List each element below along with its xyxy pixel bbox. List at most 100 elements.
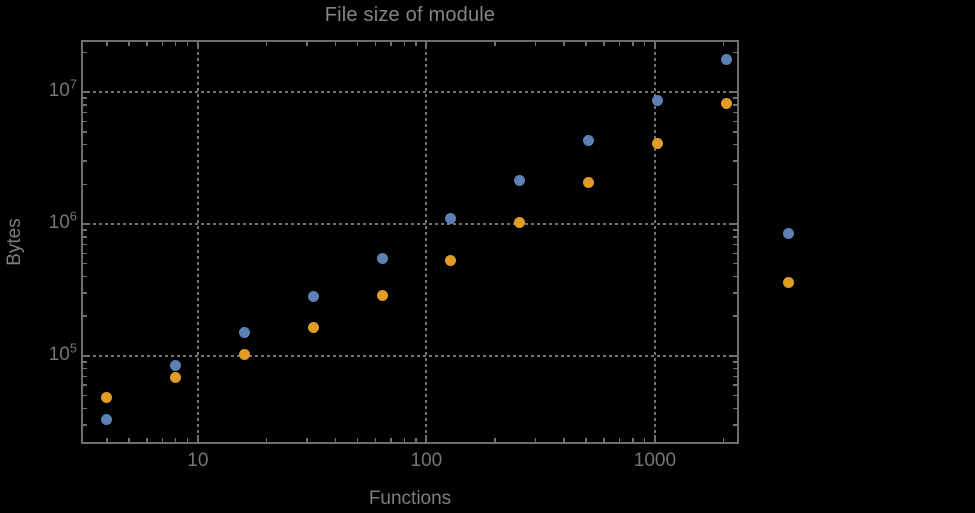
y-axis-tick [733, 236, 737, 238]
data-point-blue [307, 291, 319, 303]
data-point-orange [582, 177, 594, 189]
x-axis-tick [146, 42, 148, 46]
y-axis-tick [83, 375, 87, 378]
y-axis-tick [733, 367, 737, 370]
x-axis-tick [128, 438, 130, 442]
x-axis-tick [334, 42, 337, 46]
y-axis-tick [83, 275, 87, 278]
data-point-orange [101, 392, 113, 404]
x-axis-tick [106, 438, 108, 442]
y-axis-tick [730, 91, 737, 94]
x-axis-tick [425, 435, 428, 442]
y-axis-tick [83, 252, 87, 254]
x-axis-tick [585, 42, 587, 46]
grid-line-horizontal [81, 354, 739, 357]
x-axis-tick [415, 438, 417, 442]
x-axis-tick [403, 438, 405, 442]
y-axis-tick [83, 236, 87, 238]
data-point-orange [239, 348, 251, 360]
data-point-blue [101, 413, 113, 425]
x-axis-tick [306, 438, 308, 442]
x-axis-tick [356, 438, 359, 442]
data-point-orange [376, 290, 388, 302]
y-axis-tick [733, 51, 737, 54]
x-axis-tick [146, 438, 148, 442]
y-axis-tick [83, 51, 87, 54]
x-axis-tick [653, 435, 656, 442]
x-axis-tick [643, 438, 646, 442]
data-point-orange [514, 216, 526, 228]
x-axis-tick [563, 438, 565, 442]
y-axis-tick [83, 222, 90, 225]
y-axis-tick [83, 131, 87, 133]
x-axis-tick [563, 42, 565, 46]
x-axis-tick [334, 438, 337, 442]
x-axis-label: Functions [368, 488, 452, 509]
y-axis-tick [83, 262, 87, 265]
y-axis-tick [83, 394, 87, 397]
data-point-orange [720, 97, 732, 109]
y-axis-tick [730, 354, 737, 357]
x-axis-tick [265, 438, 268, 442]
plot-title: File size of module [324, 4, 496, 26]
y-axis-tick [733, 229, 737, 231]
data-point-blue [170, 360, 182, 372]
y-axis-tick [83, 229, 87, 231]
y-axis-tick [733, 97, 737, 99]
y-tick-label: 106 [48, 208, 77, 233]
y-axis-tick [83, 361, 87, 363]
x-axis-tick [106, 42, 108, 46]
y-axis-tick [730, 222, 737, 225]
data-point-blue [376, 252, 388, 264]
y-axis-tick [83, 120, 87, 123]
x-axis-tick [585, 438, 587, 442]
y-axis-tick [83, 367, 87, 370]
plot-frame [81, 40, 739, 444]
y-axis-tick [83, 111, 87, 114]
x-tick-label: 10 [187, 450, 209, 471]
x-axis-tick [425, 42, 428, 49]
x-axis-tick [174, 438, 177, 442]
x-axis-tick [722, 42, 725, 46]
grid-line-vertical [653, 40, 656, 444]
grid-line-vertical [425, 40, 428, 444]
x-axis-tick [534, 42, 537, 46]
data-point-orange [783, 277, 795, 289]
y-tick-label: 107 [48, 76, 77, 101]
x-axis-tick [265, 42, 268, 46]
data-point-blue [582, 134, 594, 146]
grid-line-horizontal [81, 222, 739, 225]
y-axis-tick [733, 424, 737, 426]
y-axis-tick [733, 243, 737, 246]
y-axis-tick [83, 160, 87, 162]
x-axis-tick [374, 42, 377, 46]
x-axis-tick [618, 438, 621, 442]
data-point-blue [514, 174, 526, 186]
x-axis-tick [643, 42, 646, 46]
y-axis-tick [83, 384, 87, 386]
y-axis-tick [733, 315, 737, 317]
x-axis-tick [618, 42, 621, 46]
y-axis-tick [83, 292, 87, 294]
y-axis-tick [83, 407, 87, 410]
data-point-blue [783, 228, 795, 240]
data-point-orange [651, 137, 663, 149]
x-axis-tick [306, 42, 308, 46]
y-axis-tick [733, 143, 737, 146]
y-axis-tick [733, 384, 737, 386]
y-axis-tick [83, 424, 87, 426]
x-axis-tick [390, 438, 392, 442]
x-axis-tick [415, 42, 417, 46]
y-axis-tick [733, 394, 737, 397]
y-axis-tick [733, 361, 737, 363]
data-point-orange [170, 371, 182, 383]
y-axis-tick [83, 104, 87, 106]
x-axis-tick [161, 42, 164, 46]
x-axis-tick [161, 438, 164, 442]
x-axis-tick [196, 42, 199, 49]
data-point-blue [720, 54, 732, 66]
y-axis-tick [733, 183, 737, 185]
x-axis-tick [390, 42, 392, 46]
x-axis-tick [174, 42, 177, 46]
